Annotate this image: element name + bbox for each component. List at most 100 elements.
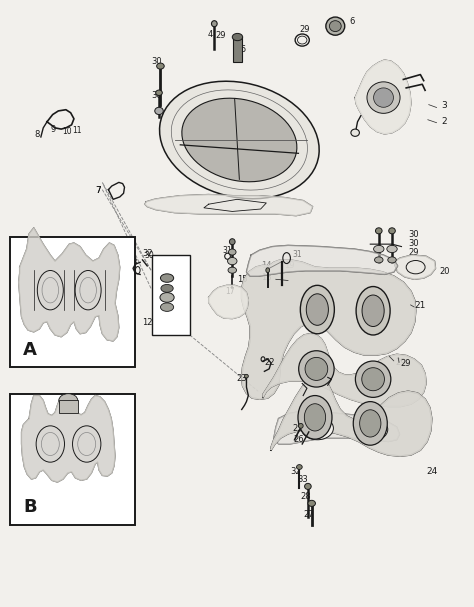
Ellipse shape	[374, 88, 393, 107]
Ellipse shape	[305, 483, 311, 489]
Text: 33: 33	[298, 475, 308, 484]
Polygon shape	[395, 255, 436, 279]
Text: 31: 31	[223, 246, 232, 255]
Bar	[10, 395, 136, 524]
Polygon shape	[209, 285, 248, 319]
Text: 30: 30	[145, 251, 155, 260]
Text: 23: 23	[236, 374, 246, 383]
Ellipse shape	[155, 107, 163, 115]
Ellipse shape	[232, 33, 243, 41]
Text: 25: 25	[293, 424, 303, 433]
Text: A: A	[23, 341, 37, 359]
Text: 7: 7	[95, 186, 101, 195]
Polygon shape	[263, 334, 426, 407]
Ellipse shape	[367, 82, 400, 114]
Ellipse shape	[374, 245, 384, 253]
Text: 1: 1	[262, 139, 267, 148]
Ellipse shape	[299, 351, 334, 387]
Ellipse shape	[59, 394, 78, 407]
Text: 15: 15	[237, 275, 247, 283]
Text: 29: 29	[299, 25, 310, 34]
Ellipse shape	[228, 267, 237, 273]
Ellipse shape	[305, 358, 328, 381]
Ellipse shape	[306, 294, 328, 325]
Ellipse shape	[160, 274, 173, 282]
Ellipse shape	[229, 239, 235, 245]
Ellipse shape	[304, 404, 326, 431]
Ellipse shape	[182, 98, 297, 181]
Ellipse shape	[389, 228, 395, 234]
Ellipse shape	[329, 21, 341, 32]
Text: 26: 26	[294, 435, 304, 444]
Ellipse shape	[299, 424, 303, 429]
Ellipse shape	[211, 21, 217, 27]
Text: 12: 12	[143, 317, 153, 327]
Text: 21: 21	[414, 301, 426, 310]
Text: 32: 32	[143, 249, 153, 258]
Bar	[233, 37, 242, 63]
Polygon shape	[242, 260, 416, 399]
Ellipse shape	[356, 287, 390, 335]
Text: 27: 27	[303, 510, 314, 518]
Text: 2: 2	[441, 117, 447, 126]
Text: 10: 10	[62, 127, 72, 136]
Text: 29: 29	[216, 31, 226, 40]
Text: 17: 17	[225, 287, 235, 296]
Ellipse shape	[301, 285, 334, 334]
Text: 29: 29	[395, 358, 406, 367]
Polygon shape	[21, 396, 115, 482]
Ellipse shape	[228, 249, 236, 255]
Ellipse shape	[388, 257, 396, 263]
Text: 4: 4	[208, 30, 213, 39]
Text: 30: 30	[151, 90, 162, 100]
Text: 19: 19	[284, 262, 295, 270]
Ellipse shape	[160, 303, 173, 311]
Ellipse shape	[301, 417, 333, 439]
Ellipse shape	[308, 500, 316, 506]
Text: 32: 32	[290, 467, 301, 476]
Polygon shape	[274, 412, 400, 444]
Ellipse shape	[266, 268, 270, 273]
Text: 7: 7	[95, 186, 101, 195]
Ellipse shape	[160, 293, 174, 302]
Ellipse shape	[356, 418, 388, 441]
Text: 6: 6	[349, 17, 355, 25]
Text: 14: 14	[262, 262, 272, 270]
Ellipse shape	[161, 285, 173, 293]
Ellipse shape	[356, 361, 391, 398]
Ellipse shape	[245, 375, 248, 378]
Text: 22: 22	[264, 358, 275, 367]
Polygon shape	[246, 245, 398, 276]
Text: 30: 30	[408, 230, 419, 239]
Polygon shape	[145, 194, 313, 215]
Ellipse shape	[375, 228, 382, 234]
Text: 31: 31	[293, 251, 302, 259]
Text: 29: 29	[400, 359, 410, 368]
Ellipse shape	[297, 464, 302, 469]
Bar	[152, 255, 190, 335]
Text: 8: 8	[35, 130, 40, 139]
Ellipse shape	[351, 129, 359, 137]
Text: 20: 20	[439, 268, 450, 276]
Text: 29: 29	[408, 248, 419, 257]
Text: 30: 30	[408, 239, 419, 248]
Text: 5: 5	[241, 44, 246, 53]
Text: 11: 11	[73, 126, 82, 135]
Text: 9: 9	[50, 125, 55, 134]
Polygon shape	[355, 60, 411, 134]
Ellipse shape	[156, 90, 162, 95]
Ellipse shape	[362, 368, 384, 391]
Ellipse shape	[387, 245, 397, 253]
Ellipse shape	[326, 17, 345, 35]
Ellipse shape	[360, 410, 381, 437]
Ellipse shape	[228, 257, 237, 265]
Text: 30: 30	[151, 57, 162, 66]
Polygon shape	[271, 378, 432, 456]
Text: 28: 28	[301, 492, 311, 501]
Bar	[59, 401, 78, 413]
Ellipse shape	[160, 81, 319, 198]
Ellipse shape	[353, 402, 387, 445]
Text: 24: 24	[426, 467, 438, 476]
Ellipse shape	[374, 257, 383, 263]
Bar	[10, 237, 136, 367]
